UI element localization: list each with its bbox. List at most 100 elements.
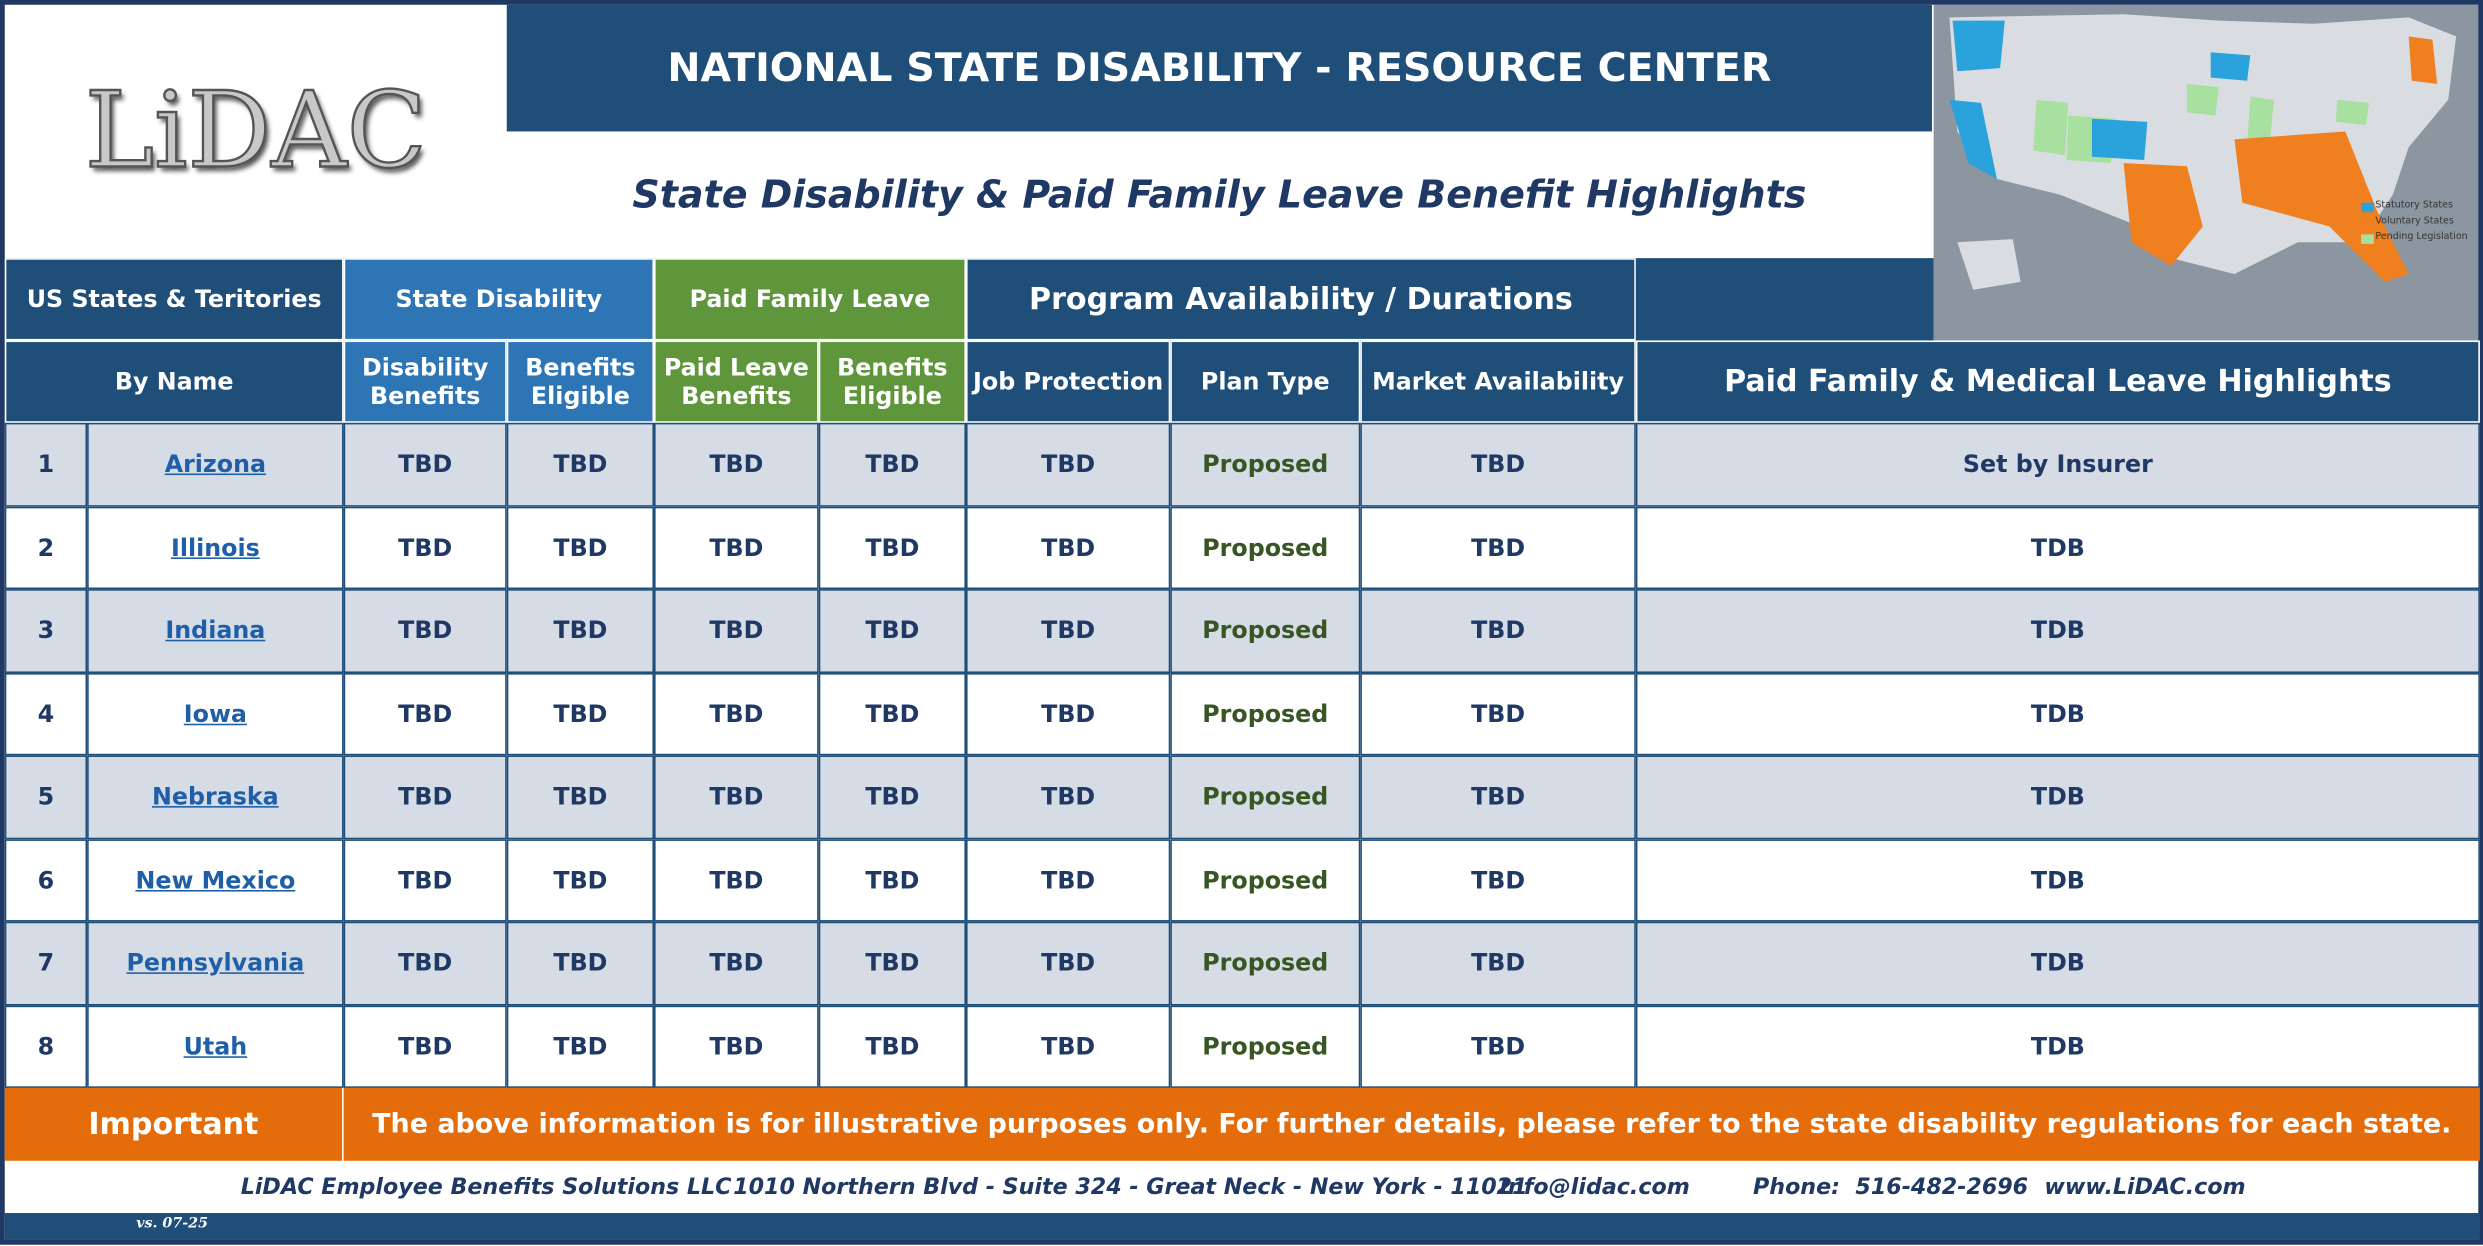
cell: TBD [654, 755, 819, 839]
cell: Set by Insurer [1635, 422, 2480, 506]
cell: Proposed [1170, 505, 1361, 590]
cell: TBD [654, 672, 819, 756]
cell: TDB [1635, 838, 2480, 922]
column-header: Paid Leave Benefits [654, 340, 819, 423]
footer-bar [4, 1213, 2480, 1240]
group-header: US States & Teritories [4, 258, 344, 341]
cell: 1 [4, 422, 88, 506]
footer-item: www.LiDAC.com [2044, 1174, 2246, 1200]
cell: TBD [343, 755, 507, 839]
cell: TBD [506, 422, 655, 506]
cell: TBD [1360, 672, 1636, 756]
column-header: Market Availability [1360, 340, 1636, 423]
cell: TBD [654, 589, 819, 673]
cell: TBD [965, 505, 1171, 590]
column-header: Paid Family & Medical Leave Highlights [1635, 340, 2480, 423]
cell: TBD [1360, 838, 1636, 922]
cell: TBD [818, 755, 966, 839]
footer-item: LiDAC Employee Benefits Solutions LLC [240, 1174, 732, 1200]
cell: TBD [343, 589, 507, 673]
column-header: Plan Type [1170, 340, 1361, 423]
cell: 2 [4, 505, 88, 590]
cell: TBD [506, 1004, 655, 1088]
cell: Proposed [1170, 672, 1361, 756]
state-link[interactable]: Indiana [87, 589, 344, 673]
us-map [1933, 4, 2480, 341]
cell: TBD [818, 672, 966, 756]
column-header: Disability Benefits [343, 340, 507, 423]
cell: TBD [343, 1004, 507, 1088]
cell: TBD [654, 422, 819, 506]
column-header: Job Protection [965, 340, 1171, 423]
state-link[interactable]: Nebraska [87, 755, 344, 839]
state-link[interactable]: New Mexico [87, 838, 344, 922]
cell: TBD [343, 921, 507, 1005]
state-link[interactable]: Illinois [87, 505, 344, 590]
cell: TBD [818, 1004, 966, 1088]
cell: TBD [818, 422, 966, 506]
cell: TDB [1635, 1004, 2480, 1088]
cell: TDB [1635, 589, 2480, 673]
cell: TBD [506, 505, 655, 590]
cell: TBD [343, 422, 507, 506]
cell: TBD [1360, 505, 1636, 590]
state-link[interactable]: Arizona [87, 422, 344, 506]
cell: 6 [4, 838, 88, 922]
cell: TBD [818, 589, 966, 673]
footer-item: 1010 Northern Blvd - Suite 324 - Great N… [733, 1174, 1528, 1200]
cell: TBD [965, 838, 1171, 922]
cell: TBD [818, 505, 966, 590]
group-header: State Disability [343, 258, 655, 341]
cell: 4 [4, 672, 88, 756]
cell: TBD [1360, 1004, 1636, 1088]
notice-label: Important [4, 1087, 344, 1161]
cell: TBD [965, 1004, 1171, 1088]
cell: TBD [343, 505, 507, 590]
cell: Proposed [1170, 1004, 1361, 1088]
group-header: Paid Family Leave [654, 258, 966, 341]
state-link[interactable]: Iowa [87, 672, 344, 756]
cell: TDB [1635, 755, 2480, 839]
cell: TBD [343, 838, 507, 922]
cell: TBD [343, 672, 507, 756]
cell: TBD [506, 755, 655, 839]
cell: TBD [1360, 755, 1636, 839]
column-header: Benefits Eligible [818, 340, 966, 423]
map-legend-label: Statutory States [2375, 199, 2453, 211]
cell: TBD [965, 672, 1171, 756]
cell: TBD [506, 672, 655, 756]
logo: LiDAC [84, 69, 428, 193]
cell: TBD [654, 505, 819, 590]
cell: TDB [1635, 672, 2480, 756]
cell: TBD [965, 589, 1171, 673]
cell: 7 [4, 921, 88, 1005]
cell: TBD [1360, 589, 1636, 673]
column-header: Benefits Eligible [506, 340, 655, 423]
column-header: By Name [4, 340, 344, 423]
cell: Proposed [1170, 422, 1361, 506]
cell: TBD [506, 838, 655, 922]
state-link[interactable]: Pennsylvania [87, 921, 344, 1005]
footer-item: Phone: 516-482-2696 [1753, 1174, 2029, 1200]
cell: TBD [1360, 422, 1636, 506]
footer-item: Info@lidac.com [1499, 1174, 1690, 1200]
cell: TBD [506, 589, 655, 673]
cell: TBD [1360, 921, 1636, 1005]
header-cell [1635, 258, 1934, 341]
cell: TBD [654, 1004, 819, 1088]
subtitle: State Disability & Paid Family Leave Ben… [632, 171, 1807, 217]
map-legend-label: Voluntary States [2375, 215, 2454, 227]
cell: 5 [4, 755, 88, 839]
cell: Proposed [1170, 921, 1361, 1005]
cell: TBD [506, 921, 655, 1005]
state-link[interactable]: Utah [87, 1004, 344, 1088]
version: vs. 07-25 [136, 1216, 209, 1233]
cell: TBD [654, 838, 819, 922]
title: NATIONAL STATE DISABILITY - RESOURCE CEN… [506, 4, 1932, 132]
map-legend-label: Pending Legislation [2375, 231, 2468, 243]
cell: Proposed [1170, 755, 1361, 839]
cell: 8 [4, 1004, 88, 1088]
cell: TBD [965, 921, 1171, 1005]
